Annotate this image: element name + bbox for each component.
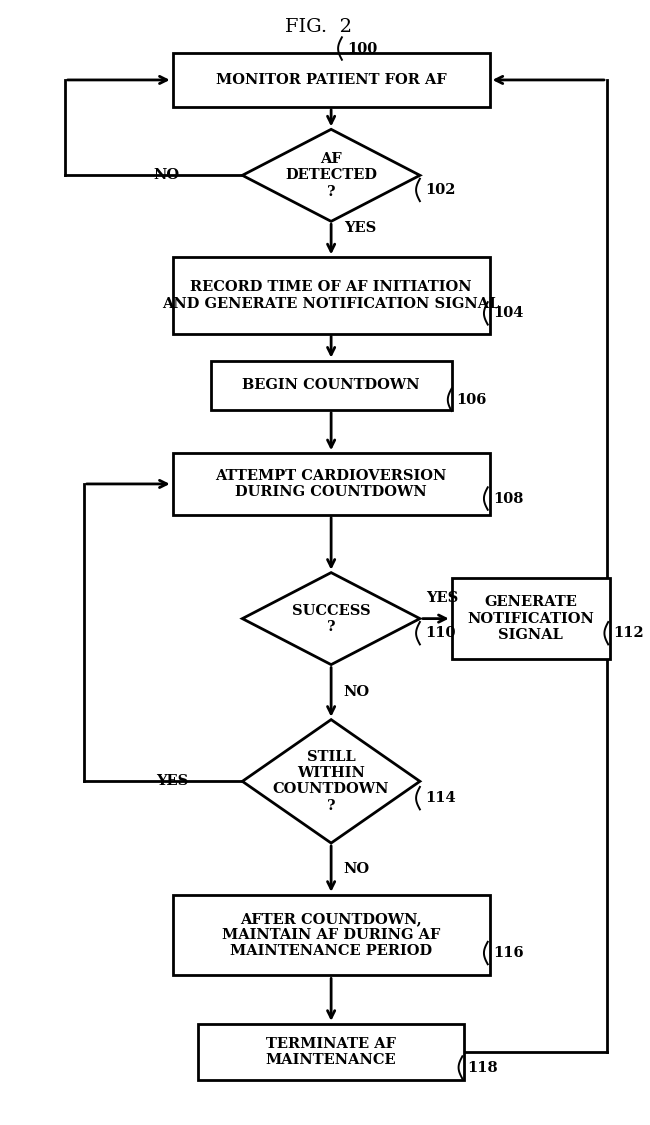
Text: BEGIN COUNTDOWN: BEGIN COUNTDOWN xyxy=(242,378,420,393)
Text: AFTER COUNTDOWN,
MAINTAIN AF DURING AF
MAINTENANCE PERIOD: AFTER COUNTDOWN, MAINTAIN AF DURING AF M… xyxy=(222,912,440,958)
FancyBboxPatch shape xyxy=(452,578,610,659)
Polygon shape xyxy=(242,720,420,843)
Text: MONITOR PATIENT FOR AF: MONITOR PATIENT FOR AF xyxy=(216,73,447,87)
Text: 118: 118 xyxy=(467,1061,498,1074)
Text: 116: 116 xyxy=(493,946,523,960)
FancyBboxPatch shape xyxy=(173,258,489,334)
FancyBboxPatch shape xyxy=(173,53,489,107)
Text: YES: YES xyxy=(157,774,188,789)
Text: 112: 112 xyxy=(614,627,644,640)
Text: STILL
WITHIN
COUNTDOWN
?: STILL WITHIN COUNTDOWN ? xyxy=(273,750,389,812)
Text: NO: NO xyxy=(153,169,179,182)
FancyBboxPatch shape xyxy=(198,1024,464,1080)
Text: 104: 104 xyxy=(493,306,523,321)
Text: TERMINATE AF
MAINTENANCE: TERMINATE AF MAINTENANCE xyxy=(266,1037,396,1066)
Text: YES: YES xyxy=(426,592,458,605)
Text: AF
DETECTED
?: AF DETECTED ? xyxy=(285,152,377,198)
Text: GENERATE
NOTIFICATION
SIGNAL: GENERATE NOTIFICATION SIGNAL xyxy=(467,595,594,641)
Text: 110: 110 xyxy=(425,627,456,640)
Polygon shape xyxy=(242,573,420,665)
Text: NO: NO xyxy=(344,862,370,876)
Text: 114: 114 xyxy=(425,791,456,806)
Text: RECORD TIME OF AF INITIATION
AND GENERATE NOTIFICATION SIGNAL: RECORD TIME OF AF INITIATION AND GENERAT… xyxy=(162,280,500,310)
Text: 108: 108 xyxy=(493,492,523,505)
Polygon shape xyxy=(242,129,420,222)
Text: SUCCESS
?: SUCCESS ? xyxy=(292,603,370,633)
FancyBboxPatch shape xyxy=(211,360,452,410)
FancyBboxPatch shape xyxy=(173,453,489,515)
Text: 106: 106 xyxy=(457,393,487,407)
Text: FIG.  2: FIG. 2 xyxy=(285,18,352,36)
FancyBboxPatch shape xyxy=(173,894,489,975)
Text: YES: YES xyxy=(344,222,376,235)
Text: 102: 102 xyxy=(425,183,456,197)
Text: 100: 100 xyxy=(347,42,377,55)
Text: ATTEMPT CARDIOVERSION
DURING COUNTDOWN: ATTEMPT CARDIOVERSION DURING COUNTDOWN xyxy=(215,469,447,500)
Text: NO: NO xyxy=(344,685,370,699)
